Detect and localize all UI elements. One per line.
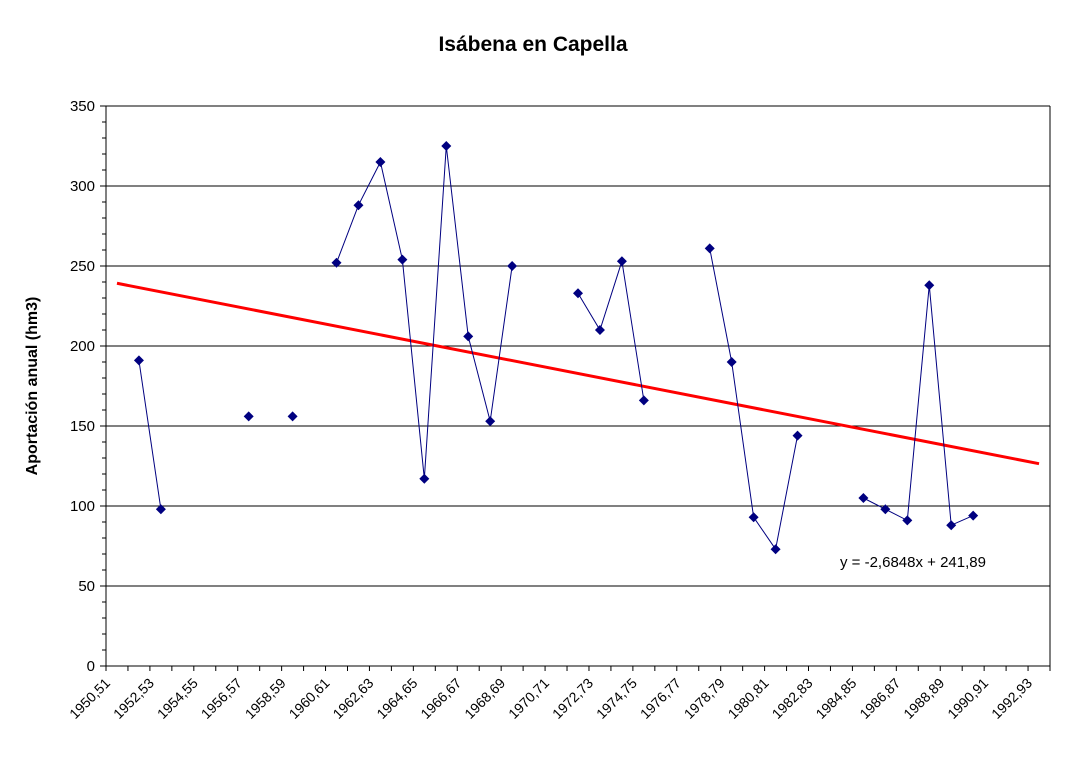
axes [100, 105, 1051, 671]
data-point-marker [968, 510, 979, 521]
y-tick-label: 300 [70, 178, 95, 195]
data-point-marker [880, 504, 891, 515]
x-tick-label: 1958,59 [242, 675, 289, 722]
data-point-marker [748, 512, 759, 523]
gridlines [106, 105, 1050, 667]
x-tick-label: 1966,67 [417, 675, 464, 722]
trendline [116, 281, 1040, 466]
series-line-segment [577, 261, 645, 401]
data-point-marker [594, 325, 605, 335]
x-tick-label: 1962,63 [329, 675, 376, 722]
series-line-segment [138, 360, 162, 510]
y-tick-label: 200 [70, 338, 95, 355]
y-tick-label: 50 [78, 578, 95, 595]
series-line-segment [709, 248, 799, 551]
data-point-marker [397, 254, 408, 265]
data-point-marker [287, 411, 298, 422]
data-point-marker [375, 157, 386, 167]
data-point-marker [858, 493, 869, 503]
y-tick-label: 350 [70, 98, 95, 115]
x-tick-label: 1986,87 [856, 675, 903, 722]
data-point-marker [792, 430, 803, 441]
y-tick-label: 0 [87, 658, 95, 675]
y-tick-label: 250 [70, 258, 95, 275]
x-tick-label: 1980,81 [725, 675, 772, 722]
y-tick-label: 150 [70, 418, 95, 435]
x-tick-label: 1964,65 [373, 675, 420, 722]
x-tick-label: 1956,57 [198, 675, 245, 722]
x-tick-labels: 1950,511952,531954,551956,571958,591960,… [66, 675, 1035, 722]
series-line-segment [863, 285, 974, 526]
x-tick-label: 1968,69 [461, 675, 508, 722]
x-tick-label: 1990,91 [944, 675, 991, 722]
x-tick-label: 1976,77 [637, 675, 684, 722]
data-point-marker [419, 473, 430, 484]
x-tick-label: 1972,73 [549, 675, 596, 722]
data-point-marker [924, 280, 935, 291]
trendline-path [116, 281, 1040, 466]
x-tick-label: 1960,61 [286, 675, 333, 722]
y-tick-label: 100 [70, 498, 95, 515]
data-point-marker [485, 416, 496, 427]
chart-title: Isábena en Capella [438, 33, 627, 56]
data-point-marker [770, 544, 781, 555]
data-point-marker [616, 256, 627, 267]
y-axis-label: Aportación anual (hm3) [24, 297, 41, 476]
data-point-marker [704, 243, 715, 254]
x-tick-label: 1970,71 [505, 675, 552, 722]
data-point-marker [353, 200, 364, 211]
x-tick-label: 1984,85 [812, 675, 859, 722]
data-point-marker [946, 520, 957, 531]
data-point-marker [331, 257, 342, 268]
data-point-marker [638, 395, 649, 406]
x-tick-label: 1978,79 [681, 675, 728, 722]
x-tick-label: 1952,53 [110, 675, 157, 722]
x-tick-label: 1954,55 [154, 675, 201, 722]
x-tick-label: 1950,51 [66, 675, 113, 722]
data-point-marker [463, 331, 474, 342]
data-point-marker [902, 515, 913, 526]
data-point-marker [243, 411, 254, 422]
x-tick-label: 1982,83 [769, 675, 816, 722]
x-tick-label: 1992,93 [988, 675, 1035, 722]
data-point-marker [726, 357, 737, 367]
series-line-segment [336, 145, 513, 479]
x-tick-label: 1974,75 [593, 675, 640, 722]
trendline-equation: y = -2,6848x + 241,89 [840, 554, 986, 571]
data-point-marker [133, 355, 144, 366]
x-tick-label: 1988,89 [900, 675, 947, 722]
data-point-marker [155, 504, 166, 515]
data-point-marker [441, 141, 452, 151]
data-point-marker [507, 261, 518, 271]
data-point-marker [573, 288, 583, 299]
data-series [133, 141, 979, 555]
y-tick-labels: 0 50 100 150 200 250 300 350 [70, 98, 95, 675]
